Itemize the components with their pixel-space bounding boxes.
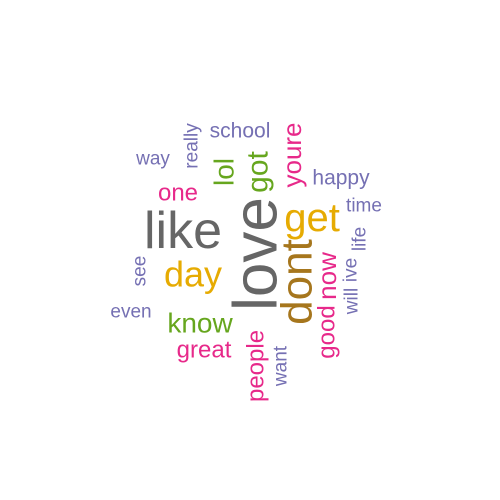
word-people: people: [243, 330, 270, 402]
word-day: day: [164, 254, 222, 295]
word-love: love: [222, 197, 291, 311]
word-got: got: [242, 150, 275, 192]
word-way: way: [135, 149, 170, 170]
word-know: know: [167, 308, 233, 339]
word-good: good: [314, 305, 341, 358]
word-even: even: [110, 302, 151, 323]
word-great: great: [177, 337, 232, 364]
word-now: now: [312, 252, 342, 300]
word-lol: lol: [209, 158, 240, 186]
word-like: like: [144, 202, 222, 260]
word-get: get: [284, 196, 340, 240]
word-school: school: [210, 120, 271, 143]
word-want: want: [271, 345, 292, 387]
word-really: really: [182, 123, 203, 169]
word-will: will: [342, 288, 363, 315]
word-time: time: [346, 196, 382, 217]
word-see: see: [130, 256, 151, 287]
word-ive: ive: [341, 258, 362, 282]
word-one: one: [158, 180, 198, 207]
word-life: life: [350, 227, 371, 251]
word-happy: happy: [312, 167, 370, 190]
word-dont: dont: [273, 239, 322, 325]
word-youre: youre: [277, 122, 307, 187]
